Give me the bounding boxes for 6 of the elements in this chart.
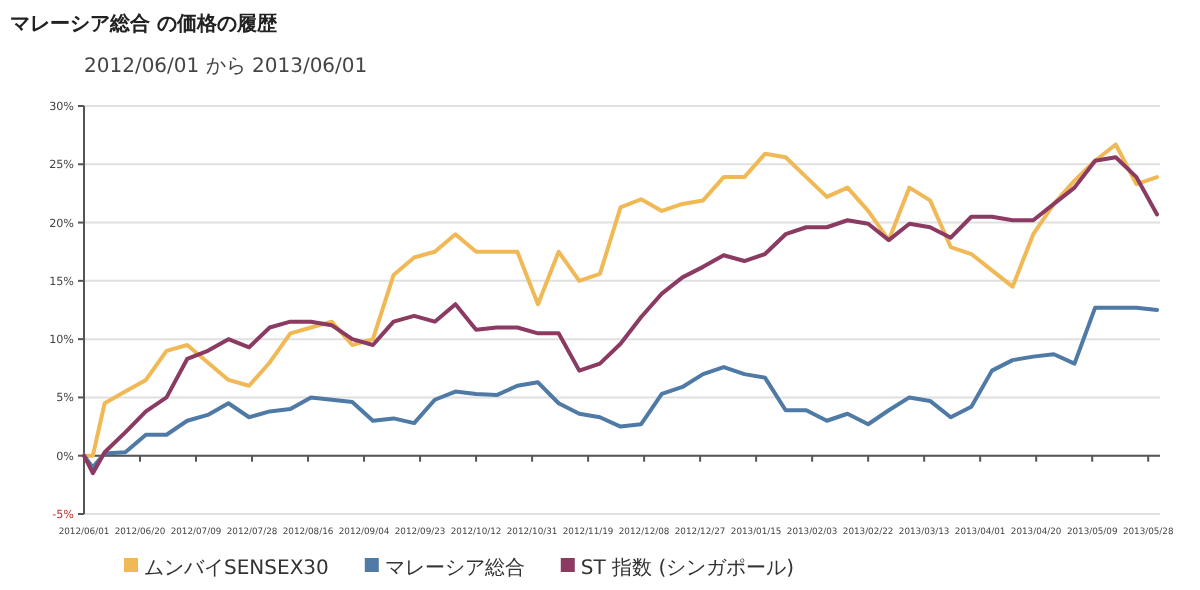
chart-title: マレーシア総合 の価格の履歴 xyxy=(10,12,279,36)
legend-label: マレーシア総合 xyxy=(384,556,525,580)
line-series xyxy=(82,305,1160,470)
chart-subtitle: 2012/06/01 から 2013/06/01 xyxy=(84,56,368,78)
legend-label: ST 指数 (シンガポール) xyxy=(580,556,795,580)
legend-label: ムンバイSENSEX30 xyxy=(144,558,329,580)
